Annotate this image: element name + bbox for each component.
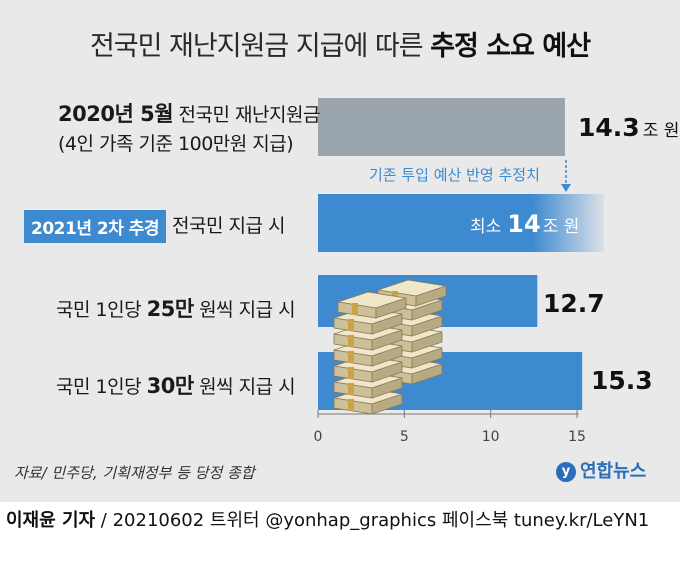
- value-3: 12.7: [543, 289, 605, 318]
- value-label-3: 12.7: [543, 289, 605, 318]
- yonhap-logo-text: 연합뉴스: [580, 461, 647, 482]
- value-4: 15.3: [591, 366, 653, 395]
- bar-2: [318, 194, 604, 252]
- x-tick-label-10: 10: [482, 429, 500, 445]
- value-1: 14.3: [578, 113, 640, 142]
- yonhap-logo: y 연합뉴스: [556, 457, 646, 483]
- footer-details: / 20210602 트위터 @yonhap_graphics 페이스북 tun…: [95, 510, 650, 531]
- value-2-prefix: 최소: [470, 217, 502, 237]
- category-1-year: 2020년 5월: [58, 102, 174, 126]
- bar-1: [318, 98, 565, 156]
- title-bold: 추정 소요 예산: [430, 31, 591, 62]
- annotation-text: 기존 투입 예산 반영 추정치: [369, 166, 540, 184]
- category-label-4: 국민 1인당 30만 원씩 지급 시: [56, 370, 296, 400]
- source-text: 자료/ 민주당, 기획재정부 등 당정 종합: [14, 464, 255, 482]
- x-tick-label-15: 15: [568, 429, 586, 445]
- title-normal: 전국민 재난지원금 지급에 따른: [89, 31, 431, 62]
- x-tick-label-0: 0: [314, 429, 323, 445]
- value-2-unit: 조 원: [542, 217, 580, 237]
- category-2-text: 전국민 지급 시: [172, 215, 286, 237]
- value-label-4: 15.3: [591, 366, 653, 395]
- value-label-1: 14.3 조 원: [578, 113, 679, 142]
- category-1-text: 전국민 재난지원금: [173, 104, 321, 126]
- category-3-post: 원씩 지급 시: [193, 299, 296, 321]
- value-2: 14: [507, 210, 541, 238]
- category-3-pre: 국민 1인당: [56, 299, 147, 321]
- category-label-3: 국민 1인당 25만 원씩 지급 시: [56, 293, 296, 323]
- money-stack-icon: [333, 279, 447, 415]
- category-label-1: 2020년 5월 전국민 재난지원금 (4인 가족 기준 100만원 지급): [58, 100, 320, 159]
- category-1-subtext: (4인 가족 기준 100만원 지급): [58, 133, 294, 155]
- x-tick-label-5: 5: [400, 429, 409, 445]
- page-title: 전국민 재난지원금 지급에 따른 추정 소요 예산: [0, 24, 680, 63]
- value-1-unit: 조 원: [642, 121, 680, 141]
- category-2-tag: 2021년 2차 추경: [24, 210, 167, 243]
- category-4-bold: 30만: [146, 374, 195, 398]
- category-label-2: 2021년 2차 추경 전국민 지급 시: [24, 210, 286, 243]
- value-label-2: 최소 14 조 원: [470, 210, 579, 238]
- reporter-name: 이재윤 기자: [6, 510, 96, 531]
- chart: 0 5 10 15: [314, 98, 604, 445]
- category-4-pre: 국민 1인당: [56, 376, 147, 398]
- yonhap-logo-icon: y: [556, 462, 576, 482]
- annotation-arrow: [561, 160, 571, 192]
- category-3-bold: 25만: [146, 297, 195, 321]
- footer-credit: 이재윤 기자 / 20210602 트위터 @yonhap_graphics 페…: [6, 506, 649, 532]
- category-4-post: 원씩 지급 시: [193, 376, 296, 398]
